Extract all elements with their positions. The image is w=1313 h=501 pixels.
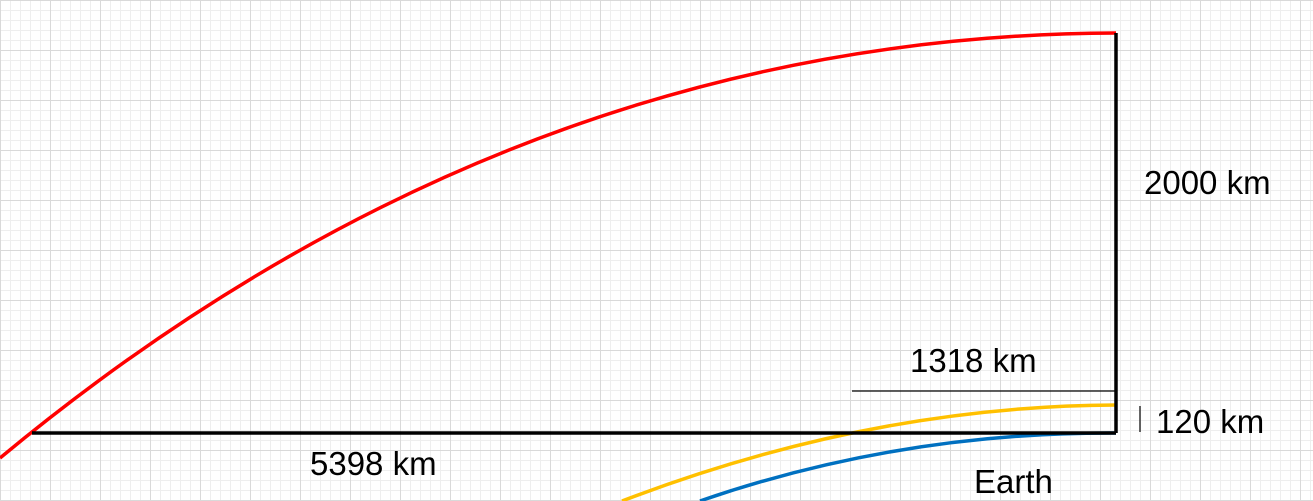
horizon-distance-high-label: 5398 km [310,445,437,482]
earth-surface-arc [699,431,1117,501]
low-altitude-arc [621,403,1117,501]
high-altitude-arc [0,31,1117,460]
altitude-high-label: 2000 km [1144,164,1271,201]
earth-label: Earth [974,463,1053,500]
horizon-distance-low-label: 1318 km [910,342,1037,379]
altitude-low-label: 120 km [1156,403,1265,440]
